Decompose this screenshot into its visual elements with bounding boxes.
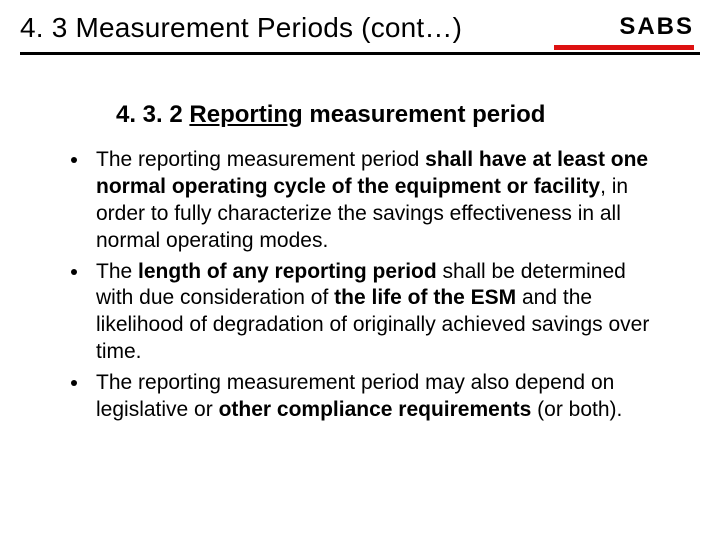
bullet-list: The reporting measurement period shall h… xyxy=(90,147,660,424)
bold-run: the life of the ESM xyxy=(334,286,522,309)
text-run: The xyxy=(96,260,138,283)
list-item: The length of any reporting period shall… xyxy=(90,259,660,367)
logo-text: SABS xyxy=(619,13,694,41)
subtitle-first-word: Reporting xyxy=(189,101,302,128)
subtitle-rest: measurement period xyxy=(303,101,546,128)
header-row: 4. 3 Measurement Periods (cont…) SABS xyxy=(20,12,700,50)
list-item: The reporting measurement period may als… xyxy=(90,370,660,424)
list-item: The reporting measurement period shall h… xyxy=(90,147,660,255)
text-run: (or both). xyxy=(537,398,622,421)
section-subtitle: 4. 3. 2 Reporting measurement period xyxy=(116,101,700,129)
sabs-logo: SABS xyxy=(554,13,700,50)
slide-title: 4. 3 Measurement Periods (cont…) xyxy=(20,12,462,50)
bold-run: other compliance requirements xyxy=(219,398,538,421)
logo-underline xyxy=(554,45,694,50)
horizontal-rule xyxy=(20,52,700,55)
bold-run: length of any reporting period xyxy=(138,260,443,283)
subtitle-number: 4. 3. 2 xyxy=(116,101,189,128)
slide: 4. 3 Measurement Periods (cont…) SABS 4.… xyxy=(0,0,720,540)
text-run: The reporting measurement period xyxy=(96,148,425,171)
